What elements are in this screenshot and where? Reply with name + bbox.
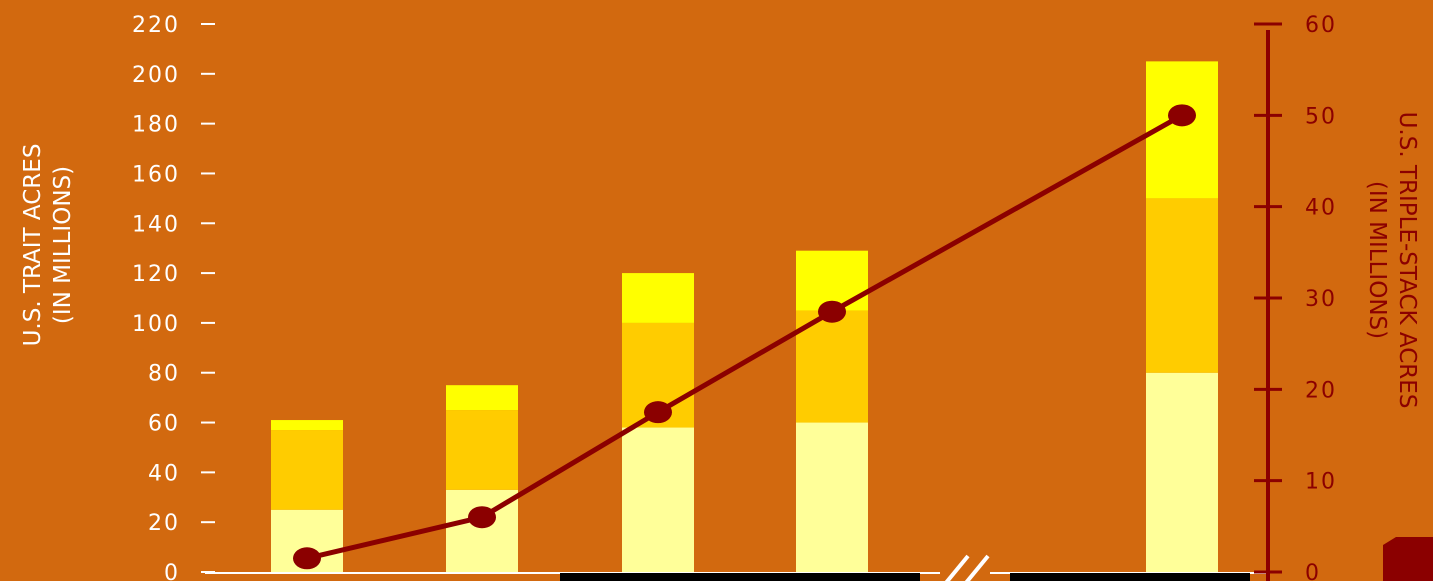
axis-break-mark xyxy=(964,554,990,581)
bar-segment-5-1 xyxy=(1146,372,1218,572)
y-tick-label: 120 xyxy=(132,262,180,287)
y2-tick-label: 20 xyxy=(1305,378,1337,403)
bar-segment-5-2 xyxy=(1146,198,1218,373)
line-point-5 xyxy=(1168,104,1196,127)
y-tick-label: 100 xyxy=(132,312,180,337)
y2-tick-label: 40 xyxy=(1305,196,1337,221)
baseline-band xyxy=(1010,573,1250,581)
y-tick-label: 60 xyxy=(148,412,180,437)
bars-layer xyxy=(271,61,1218,572)
y2-tick-label: 50 xyxy=(1305,104,1337,129)
y-axis-title-line1: U.S. TRAIT ACRES xyxy=(20,144,46,347)
axis-break-mark xyxy=(944,554,970,581)
y-tick-label: 20 xyxy=(148,511,180,536)
y-axis-title-line2: (IN MILLIONS) xyxy=(50,166,76,324)
y2-tick-label: 0 xyxy=(1305,561,1321,581)
line-point-4 xyxy=(818,300,846,323)
y-tick-label: 40 xyxy=(148,461,180,486)
y-tick-label: 200 xyxy=(132,63,180,88)
y-tick-label: 0 xyxy=(164,561,180,581)
line-point-3 xyxy=(644,401,672,424)
bar-segment-2-3 xyxy=(446,385,518,411)
bar-segment-4-1 xyxy=(796,422,868,572)
y-tick-label: 160 xyxy=(132,162,180,187)
bar-segment-3-3 xyxy=(622,273,694,323)
y-tick-label: 140 xyxy=(132,212,180,237)
y-tick-label: 220 xyxy=(132,13,180,38)
line-series xyxy=(306,113,1184,561)
y2-tick-label: 60 xyxy=(1305,13,1337,38)
bar-segment-4-2 xyxy=(796,310,868,423)
baseline-band xyxy=(560,573,920,581)
bar-segment-1-3 xyxy=(271,420,343,431)
y2-tick-label: 30 xyxy=(1305,287,1337,312)
line-point-1 xyxy=(293,547,321,570)
y2-axis-title-line1: U.S. TRIPLE-STACK ACRES xyxy=(1394,112,1420,409)
y2-axis-title-line2: (IN MILLIONS) xyxy=(1364,181,1390,339)
line-series-layer xyxy=(293,104,1196,570)
bar-segment-1-2 xyxy=(271,430,343,510)
axes-layer: 0 20 40 60 80 100 120 140 160 180 200 220 0 10 20 30 40 5… xyxy=(132,13,1433,581)
corner-block xyxy=(1383,537,1433,581)
bar-segment-2-2 xyxy=(446,410,518,490)
y2-tick-label: 10 xyxy=(1305,470,1337,495)
y-tick-label: 180 xyxy=(132,113,180,138)
bar-segment-3-1 xyxy=(622,427,694,572)
y-tick-label: 80 xyxy=(148,362,180,387)
line-point-2 xyxy=(468,506,496,529)
